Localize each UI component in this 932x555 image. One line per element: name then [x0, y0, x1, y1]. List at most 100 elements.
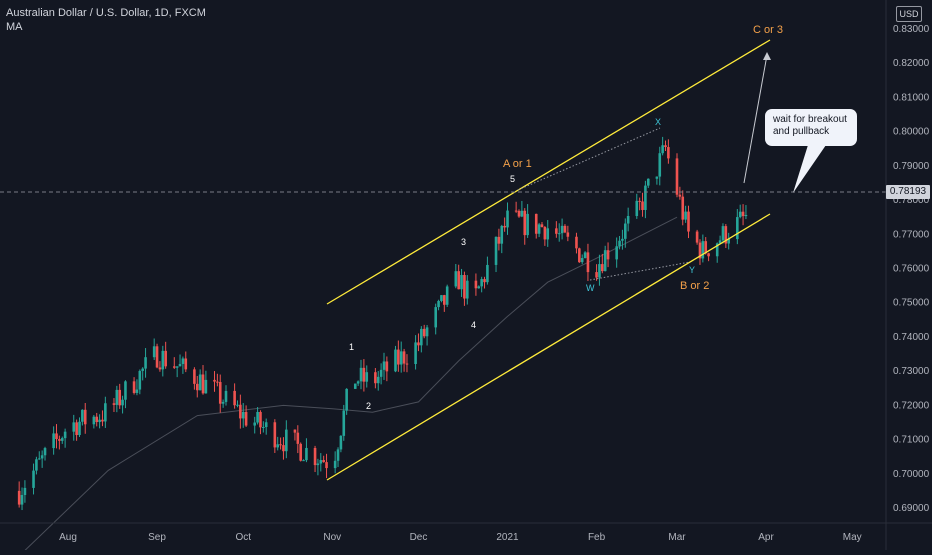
- candle-body[interactable]: [236, 404, 239, 406]
- candle-body[interactable]: [345, 388, 348, 411]
- currency-badge[interactable]: USD: [896, 6, 922, 22]
- candle-body[interactable]: [83, 409, 87, 425]
- candle-body[interactable]: [546, 228, 550, 240]
- candle-body[interactable]: [517, 210, 521, 217]
- candle-body[interactable]: [563, 225, 567, 233]
- candle-body[interactable]: [440, 295, 443, 301]
- candle-body[interactable]: [339, 435, 343, 450]
- candle-body[interactable]: [262, 427, 265, 429]
- candle-body[interactable]: [58, 439, 61, 441]
- callout-note[interactable]: wait for breakout and pullback: [765, 109, 857, 146]
- candle-body[interactable]: [333, 460, 337, 469]
- candle-body[interactable]: [296, 432, 300, 444]
- candle-body[interactable]: [598, 264, 601, 278]
- candle-body[interactable]: [98, 419, 101, 423]
- candle-body[interactable]: [402, 351, 406, 364]
- candle-body[interactable]: [399, 351, 403, 365]
- candle-body[interactable]: [104, 403, 107, 422]
- candle-body[interactable]: [175, 366, 179, 368]
- candle-body[interactable]: [434, 307, 437, 328]
- candle-body[interactable]: [52, 433, 55, 449]
- symbol-title[interactable]: Australian Dollar / U.S. Dollar, 1D, FXC…: [6, 7, 206, 19]
- candle-body[interactable]: [325, 462, 328, 469]
- candle-body[interactable]: [161, 350, 165, 370]
- candle-body[interactable]: [224, 390, 228, 402]
- candle-body[interactable]: [721, 226, 725, 241]
- candle-body[interactable]: [465, 280, 469, 299]
- candle-body[interactable]: [374, 372, 377, 384]
- candle-body[interactable]: [382, 361, 386, 370]
- candle-body[interactable]: [741, 211, 745, 217]
- candle-body[interactable]: [241, 411, 245, 419]
- candle-body[interactable]: [193, 369, 196, 384]
- candle-body[interactable]: [474, 280, 478, 289]
- candle-body[interactable]: [356, 381, 360, 384]
- candle-body[interactable]: [132, 381, 136, 393]
- candle-body[interactable]: [282, 445, 285, 452]
- candle-body[interactable]: [494, 236, 498, 265]
- candle-body[interactable]: [681, 196, 685, 220]
- candle-body[interactable]: [506, 210, 509, 228]
- candle-body[interactable]: [101, 419, 104, 422]
- candle-body[interactable]: [204, 379, 208, 394]
- channel-upper-line[interactable]: [326, 39, 771, 305]
- candle-body[interactable]: [158, 367, 162, 370]
- candle-body[interactable]: [342, 410, 346, 436]
- candle-body[interactable]: [394, 349, 397, 372]
- candle-body[interactable]: [95, 416, 99, 423]
- candle-body[interactable]: [454, 271, 458, 287]
- candle-body[interactable]: [425, 327, 429, 337]
- candle-body[interactable]: [293, 429, 297, 433]
- candle-body[interactable]: [385, 361, 389, 372]
- candle-body[interactable]: [463, 275, 466, 299]
- candle-body[interactable]: [359, 367, 363, 382]
- candle-body[interactable]: [520, 210, 524, 217]
- candle-body[interactable]: [256, 411, 259, 423]
- candle-body[interactable]: [497, 236, 501, 244]
- candle-body[interactable]: [201, 374, 205, 394]
- candle-body[interactable]: [279, 444, 282, 446]
- candle-body[interactable]: [336, 449, 340, 461]
- candle-body[interactable]: [503, 225, 506, 228]
- candle-body[interactable]: [658, 153, 662, 177]
- candle-body[interactable]: [638, 200, 641, 202]
- candle-body[interactable]: [20, 494, 24, 505]
- candle-body[interactable]: [606, 250, 610, 260]
- candle-body[interactable]: [641, 201, 644, 210]
- candle-body[interactable]: [526, 213, 529, 236]
- candle-body[interactable]: [264, 422, 268, 428]
- candle-body[interactable]: [118, 389, 122, 406]
- candle-body[interactable]: [422, 328, 426, 337]
- candle-body[interactable]: [483, 279, 486, 283]
- candle-body[interactable]: [646, 178, 650, 186]
- candle-body[interactable]: [675, 158, 679, 195]
- candle-body[interactable]: [32, 470, 35, 488]
- candle-body[interactable]: [121, 399, 124, 406]
- candle-body[interactable]: [78, 421, 81, 436]
- candle-body[interactable]: [420, 328, 423, 346]
- candle-body[interactable]: [124, 381, 127, 400]
- candle-body[interactable]: [379, 369, 383, 377]
- candle-body[interactable]: [316, 463, 320, 466]
- candle-body[interactable]: [322, 460, 325, 463]
- candle-body[interactable]: [141, 368, 144, 371]
- candle-body[interactable]: [155, 346, 159, 368]
- candle-body[interactable]: [81, 409, 84, 422]
- candle-body[interactable]: [460, 275, 463, 290]
- candle-body[interactable]: [305, 447, 308, 461]
- candle-body[interactable]: [285, 429, 288, 452]
- moving-average-line[interactable]: [19, 216, 678, 555]
- candle-body[interactable]: [221, 401, 225, 404]
- candle-body[interactable]: [244, 411, 248, 426]
- candle-body[interactable]: [661, 145, 664, 154]
- candle-body[interactable]: [414, 342, 417, 365]
- candle-body[interactable]: [655, 176, 659, 179]
- candle-body[interactable]: [72, 422, 76, 432]
- candle-body[interactable]: [152, 346, 156, 358]
- candle-body[interactable]: [259, 411, 262, 428]
- candle-body[interactable]: [63, 431, 67, 439]
- candle-body[interactable]: [405, 363, 409, 365]
- candle-body[interactable]: [727, 239, 731, 244]
- candle-body[interactable]: [560, 225, 564, 234]
- candle-body[interactable]: [172, 366, 176, 368]
